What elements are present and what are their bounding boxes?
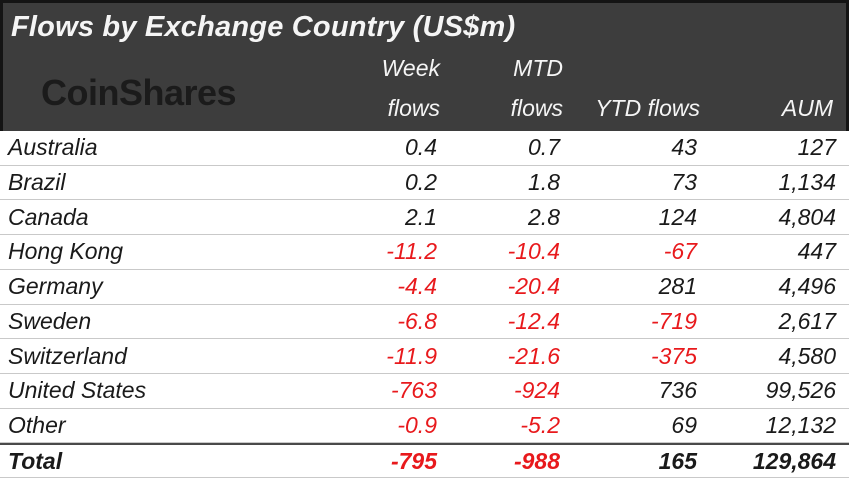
- week-flows-cell: 2.1: [405, 203, 437, 230]
- column-header-mtd-flows: MTD flows: [440, 48, 563, 128]
- total-ytd-flows-cell: 165: [658, 448, 697, 475]
- mtd-flows-cell: -12.4: [507, 307, 560, 334]
- week-flows-cell: -4.4: [397, 273, 437, 300]
- mtd-flows-cell: 0.7: [528, 134, 560, 161]
- mtd-flows-cell: -21.6: [507, 342, 560, 369]
- ytd-flows-cell: -719: [650, 307, 697, 334]
- aum-cell: 2,617: [778, 307, 836, 334]
- aum-cell: 12,132: [765, 411, 836, 438]
- table-row: United States -763 -924 736 99,526: [0, 374, 849, 409]
- ytd-flows-cell: -375: [650, 342, 697, 369]
- ytd-flows-cell: 73: [671, 169, 697, 196]
- table-body: Australia 0.4 0.7 43 127 Brazil 0.2 1.8 …: [0, 131, 849, 477]
- mtd-flows-cell: -20.4: [507, 273, 560, 300]
- week-flows-cell: -11.2: [386, 238, 437, 265]
- column-header-week-line2: flows: [387, 95, 440, 121]
- column-header-aum: AUM: [781, 95, 833, 121]
- mtd-flows-cell: -924: [513, 377, 560, 404]
- table-row: Other -0.9 -5.2 69 12,132: [0, 409, 849, 444]
- mtd-flows-cell: -10.4: [507, 238, 560, 265]
- table-row: Canada 2.1 2.8 124 4,804: [0, 200, 849, 236]
- column-header-ytd-flows: YTD flows: [595, 95, 700, 121]
- total-week-flows-cell: -795: [390, 448, 437, 475]
- week-flows-cell: -11.9: [386, 342, 437, 369]
- aum-cell: 1,134: [778, 169, 836, 196]
- column-header-mtd-line1: MTD: [513, 55, 563, 81]
- country-cell: Brazil: [8, 169, 66, 196]
- aum-cell: 99,526: [765, 377, 836, 404]
- table-row: Sweden -6.8 -12.4 -719 2,617: [0, 305, 849, 340]
- column-header-row: CoinShares Week flows MTD flows YTD flow…: [3, 44, 846, 131]
- country-cell: Sweden: [8, 307, 92, 334]
- mtd-flows-cell: 1.8: [528, 169, 560, 196]
- mtd-flows-cell: 2.8: [528, 203, 560, 230]
- ytd-flows-cell: -67: [663, 238, 697, 265]
- week-flows-cell: 0.4: [405, 134, 437, 161]
- total-mtd-flows-cell: -988: [513, 448, 560, 475]
- week-flows-cell: -6.8: [397, 307, 437, 334]
- country-cell: Germany: [8, 273, 103, 300]
- week-flows-cell: -763: [390, 377, 437, 404]
- aum-cell: 127: [797, 134, 836, 161]
- country-cell: Australia: [8, 134, 98, 161]
- country-cell: Canada: [8, 203, 89, 230]
- aum-cell: 4,496: [778, 273, 836, 300]
- country-cell: Other: [8, 411, 66, 438]
- mtd-flows-cell: -5.2: [520, 411, 560, 438]
- week-flows-cell: -0.9: [397, 411, 437, 438]
- aum-cell: 4,804: [778, 203, 836, 230]
- country-cell: Hong Kong: [8, 238, 124, 265]
- table-row: Germany -4.4 -20.4 281 4,496: [0, 270, 849, 305]
- ytd-flows-cell: 736: [658, 377, 697, 404]
- total-label: Total: [8, 448, 63, 475]
- column-header-week-line1: Week: [381, 55, 440, 81]
- table-row: Switzerland -11.9 -21.6 -375 4,580: [0, 339, 849, 374]
- aum-cell: 447: [797, 238, 836, 265]
- total-row: Total -795 -988 165 129,864: [0, 443, 849, 477]
- aum-cell: 4,580: [778, 342, 836, 369]
- table-row: Australia 0.4 0.7 43 127: [0, 131, 849, 166]
- coinshares-logo: CoinShares: [41, 72, 237, 113]
- ytd-flows-cell: 124: [658, 203, 697, 230]
- ytd-flows-cell: 43: [671, 134, 697, 161]
- table-header: Flows by Exchange Country (US$m) CoinSha…: [0, 0, 849, 131]
- week-flows-cell: 0.2: [405, 169, 437, 196]
- ytd-flows-cell: 69: [671, 411, 697, 438]
- column-header-week-flows: Week flows: [240, 48, 440, 128]
- ytd-flows-cell: 281: [658, 273, 697, 300]
- table-row: Brazil 0.2 1.8 73 1,134: [0, 166, 849, 201]
- table-row: Hong Kong -11.2 -10.4 -67 447: [0, 235, 849, 270]
- page-title: Flows by Exchange Country (US$m): [11, 11, 516, 43]
- column-header-mtd-line2: flows: [510, 95, 563, 121]
- country-cell: United States: [8, 377, 147, 404]
- country-cell: Switzerland: [8, 342, 127, 369]
- total-aum-cell: 129,864: [752, 448, 836, 475]
